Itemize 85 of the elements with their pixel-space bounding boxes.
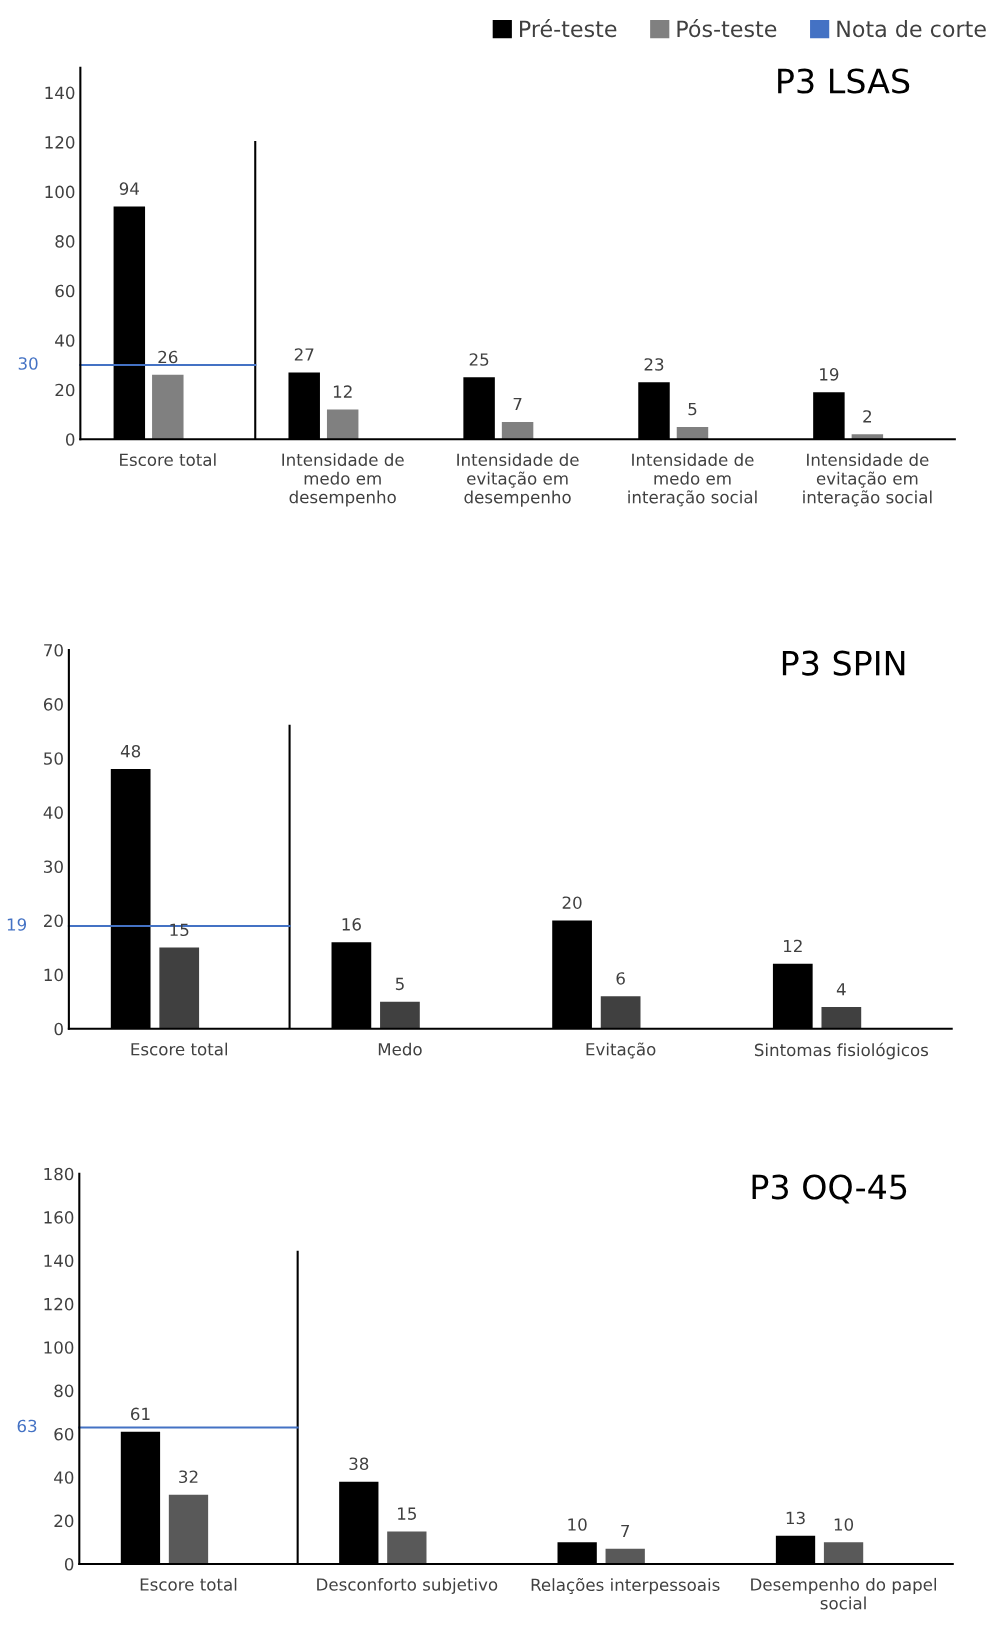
y-tick-label: 100 (44, 1341, 74, 1354)
data-label: 26 (158, 350, 178, 364)
bar (823, 1542, 864, 1565)
y-tick-label: 60 (55, 284, 75, 298)
data-label: 27 (294, 348, 314, 361)
y-tick-label: 30 (44, 860, 63, 874)
ref-line-label: 19 (7, 918, 27, 931)
y-tick-label: 120 (44, 1297, 74, 1311)
data-label: 16 (342, 918, 361, 931)
y-tick-label: 0 (65, 433, 75, 446)
data-label: 5 (395, 977, 404, 991)
chart-title: P3 OQ-45 (752, 1174, 907, 1204)
y-tick-label: 80 (54, 1384, 74, 1398)
y-tick-label: 20 (44, 914, 63, 928)
text: Nota de corte (837, 20, 986, 38)
data-label: 94 (119, 182, 139, 195)
y-tick-label: 0 (54, 1022, 63, 1036)
bar (600, 996, 641, 1029)
data-label: 23 (644, 358, 664, 371)
x-tick-label: Medo (378, 1042, 422, 1056)
y-tick-label: 100 (45, 185, 75, 199)
ref-line-label: 30 (18, 357, 38, 370)
x-tick-label: Desempenho do papel social (751, 1577, 937, 1610)
data-label: 10 (834, 1518, 854, 1531)
data-label: 13 (786, 1511, 805, 1525)
data-label: 10 (568, 1518, 587, 1531)
legend-label: Pós-teste (677, 19, 777, 38)
ref-line-label: 63 (17, 1419, 37, 1433)
data-label: 25 (469, 353, 489, 366)
x-tick-label: Sintomas fisiológicos (754, 1042, 929, 1060)
chart-title: P3 LSAS (778, 68, 910, 94)
x-tick-label: Evitação (586, 1042, 656, 1059)
bar (821, 1007, 862, 1029)
y-tick-label: 140 (45, 86, 75, 100)
data-label: 48 (120, 744, 141, 758)
legend-label: Pré-teste (520, 19, 617, 38)
y-tick-label: 160 (44, 1211, 74, 1224)
y-tick-label: 40 (55, 334, 75, 347)
data-label: 2 (863, 410, 872, 423)
data-label: 7 (621, 1524, 630, 1538)
data-label: 12 (784, 939, 802, 953)
x-tick-label: Relações interpessoais (531, 1577, 720, 1595)
bar (605, 1548, 645, 1565)
bar (501, 421, 534, 440)
data-label: 19 (820, 368, 839, 381)
data-label: 38 (349, 1457, 369, 1471)
y-tick-label: 20 (54, 1514, 74, 1528)
y-tick-label: 10 (44, 968, 63, 982)
bar (326, 409, 359, 440)
data-label: 12 (333, 385, 352, 398)
y-tick-label: 0 (64, 1557, 74, 1571)
y-tick-label: 40 (54, 1471, 74, 1484)
y-tick-label: 20 (55, 383, 75, 397)
bar (380, 1001, 420, 1029)
data-label: 4 (836, 983, 846, 996)
y-tick-label: 140 (44, 1254, 74, 1268)
y-tick-label: 60 (54, 1427, 74, 1441)
data-label: 5 (688, 402, 697, 416)
x-tick-label: Escore total (120, 453, 216, 467)
y-tick-label: 80 (55, 235, 75, 248)
data-label: 6 (616, 972, 625, 985)
y-tick-label: 120 (45, 136, 75, 149)
x-tick-label: Escore total (140, 1577, 237, 1591)
y-tick-label: 180 (44, 1167, 74, 1181)
data-label: 7 (513, 397, 522, 411)
x-tick-label: Escore total (131, 1042, 228, 1056)
y-tick-label: 50 (44, 752, 63, 765)
data-label: 15 (398, 1507, 416, 1520)
y-tick-label: 70 (44, 643, 63, 657)
bar (168, 1494, 209, 1565)
y-tick-label: 40 (43, 806, 63, 819)
data-label: 20 (562, 896, 582, 909)
x-tick-label: Desconforto subjetivo (317, 1577, 498, 1595)
x-tick-label: Intensidade de medo em desempenho (282, 453, 404, 507)
y-tick-label: 60 (43, 698, 63, 711)
x-tick-label: Intensidade de medo em interação social (628, 453, 757, 507)
x-tick-label: Intensidade de evitação em interação social (803, 453, 932, 507)
bar (387, 1531, 427, 1565)
bar (152, 374, 184, 440)
data-label: 15 (170, 923, 189, 937)
chart-title: P3 SPIN (782, 650, 905, 676)
x-tick-label: Intensidade de evitação em desempenho (457, 453, 579, 507)
bar (159, 947, 200, 1029)
data-label: 61 (131, 1407, 150, 1421)
data-label: 32 (179, 1470, 198, 1484)
